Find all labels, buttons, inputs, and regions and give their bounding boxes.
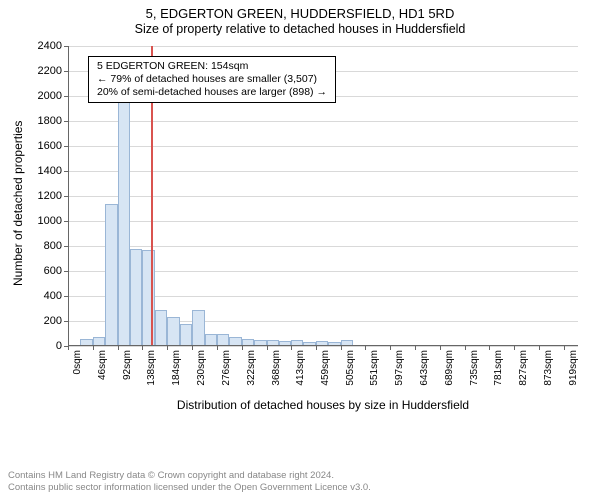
y-tick-label: 1200 xyxy=(38,190,62,202)
x-tick-label: 276sqm xyxy=(221,350,232,386)
histogram-bar xyxy=(118,95,130,346)
footer-attribution: Contains HM Land Registry data © Crown c… xyxy=(8,470,371,494)
gridline xyxy=(68,246,578,247)
x-tick-mark xyxy=(539,346,540,350)
x-tick-mark xyxy=(291,346,292,350)
x-tick-label: 230sqm xyxy=(196,350,207,386)
x-tick-mark xyxy=(465,346,466,350)
y-tick-label: 1400 xyxy=(38,165,62,177)
x-tick-mark xyxy=(390,346,391,350)
x-tick-mark xyxy=(192,346,193,350)
x-tick-mark xyxy=(142,346,143,350)
annotation-line-3: 20% of semi-detached houses are larger (… xyxy=(97,86,327,99)
x-tick-label: 505sqm xyxy=(345,350,356,386)
x-tick-label: 46sqm xyxy=(97,350,108,380)
x-tick-label: 0sqm xyxy=(72,350,83,374)
x-tick-label: 138sqm xyxy=(146,350,157,386)
gridline xyxy=(68,121,578,122)
x-tick-mark xyxy=(514,346,515,350)
histogram-bar xyxy=(142,250,154,346)
chart-container: 0 200 400 600 800 1000 1200 1400 1600 1800 2000 220… xyxy=(0,42,600,432)
x-tick-mark xyxy=(440,346,441,350)
plot-area: 0200400600800100012001400160018002000220… xyxy=(68,46,578,346)
x-tick-label: 689sqm xyxy=(444,350,455,386)
y-tick-label: 200 xyxy=(44,315,62,327)
y-axis-label: Number of detached properties xyxy=(11,121,25,286)
x-tick-label: 551sqm xyxy=(369,350,380,386)
annotation-line-1: 5 EDGERTON GREEN: 154sqm xyxy=(97,60,327,73)
histogram-bar xyxy=(192,310,204,346)
gridline xyxy=(68,221,578,222)
y-tick-label: 2400 xyxy=(38,40,62,52)
annotation-line-2: ← 79% of detached houses are smaller (3,… xyxy=(97,73,327,86)
x-tick-mark xyxy=(564,346,565,350)
x-tick-label: 781sqm xyxy=(493,350,504,386)
x-tick-label: 827sqm xyxy=(518,350,529,386)
x-tick-mark xyxy=(118,346,119,350)
x-tick-mark xyxy=(242,346,243,350)
x-tick-mark xyxy=(415,346,416,350)
x-tick-mark xyxy=(365,346,366,350)
y-tick-label: 400 xyxy=(44,290,62,302)
x-tick-mark xyxy=(341,346,342,350)
y-tick-label: 800 xyxy=(44,240,62,252)
y-axis-line xyxy=(68,46,69,346)
histogram-bar xyxy=(155,310,167,346)
y-tick-label: 1600 xyxy=(38,140,62,152)
x-tick-mark xyxy=(68,346,69,350)
gridline xyxy=(68,346,578,347)
gridline xyxy=(68,46,578,47)
gridline xyxy=(68,171,578,172)
footer-line-2: Contains public sector information licen… xyxy=(8,482,371,494)
gridline xyxy=(68,196,578,197)
x-tick-mark xyxy=(217,346,218,350)
footer-line-1: Contains HM Land Registry data © Crown c… xyxy=(8,470,371,482)
x-tick-label: 597sqm xyxy=(394,350,405,386)
annotation-box: 5 EDGERTON GREEN: 154sqm← 79% of detache… xyxy=(88,56,336,103)
y-tick-label: 2000 xyxy=(38,90,62,102)
x-tick-label: 873sqm xyxy=(543,350,554,386)
x-tick-mark xyxy=(267,346,268,350)
x-tick-label: 643sqm xyxy=(419,350,430,386)
x-tick-label: 735sqm xyxy=(469,350,480,386)
x-tick-label: 184sqm xyxy=(171,350,182,386)
x-tick-mark xyxy=(167,346,168,350)
gridline xyxy=(68,146,578,147)
y-tick-label: 1000 xyxy=(38,215,62,227)
histogram-bar xyxy=(105,204,117,346)
x-tick-label: 368sqm xyxy=(271,350,282,386)
title-line-1: 5, EDGERTON GREEN, HUDDERSFIELD, HD1 5RD xyxy=(0,6,600,22)
y-tick-label: 2200 xyxy=(38,65,62,77)
title-line-2: Size of property relative to detached ho… xyxy=(0,22,600,38)
x-tick-label: 413sqm xyxy=(295,350,306,386)
x-tick-label: 459sqm xyxy=(320,350,331,386)
y-tick-label: 600 xyxy=(44,265,62,277)
histogram-bar xyxy=(180,324,192,346)
y-tick-label: 1800 xyxy=(38,115,62,127)
x-axis-line xyxy=(68,345,578,346)
x-tick-label: 919sqm xyxy=(568,350,579,386)
x-tick-label: 92sqm xyxy=(122,350,133,380)
histogram-bar xyxy=(130,249,142,346)
x-tick-mark xyxy=(316,346,317,350)
y-tick-label: 0 xyxy=(56,340,62,352)
x-tick-mark xyxy=(93,346,94,350)
histogram-bar xyxy=(167,317,179,346)
x-axis-label: Distribution of detached houses by size … xyxy=(177,398,469,412)
x-tick-mark xyxy=(489,346,490,350)
chart-title-block: 5, EDGERTON GREEN, HUDDERSFIELD, HD1 5RD… xyxy=(0,0,600,38)
x-tick-label: 322sqm xyxy=(246,350,257,386)
